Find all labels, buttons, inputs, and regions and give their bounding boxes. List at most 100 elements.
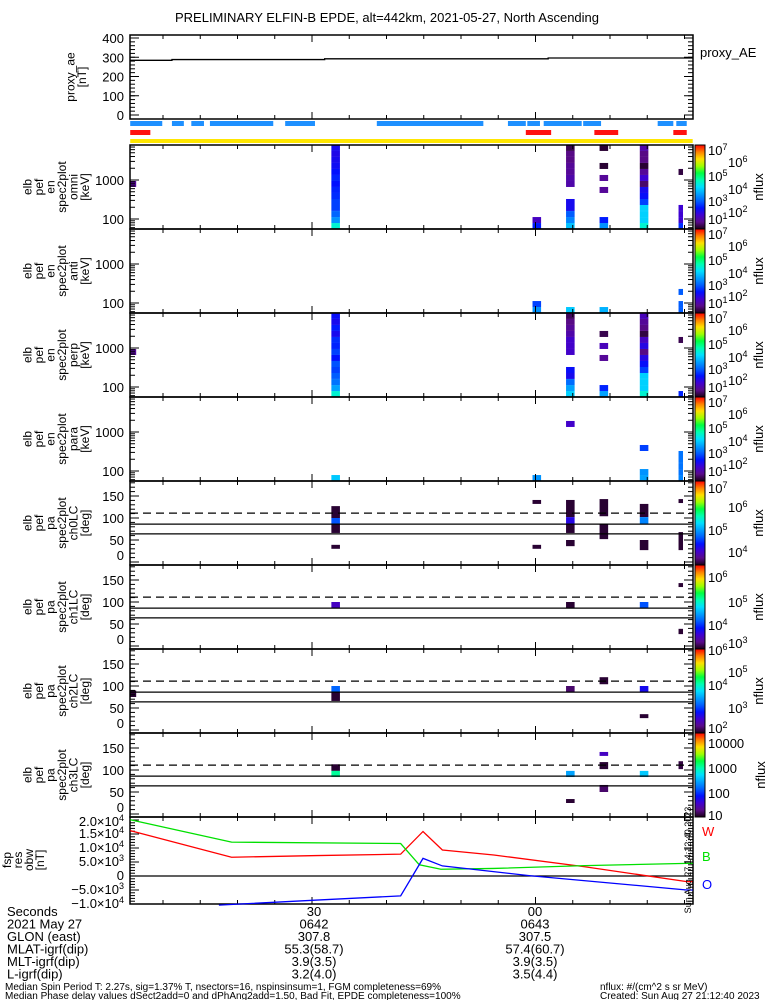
pitch-angle-cell bbox=[566, 602, 575, 609]
colorbar bbox=[694, 396, 706, 482]
pitch-angle-tick-label: 50 bbox=[110, 701, 124, 716]
spectrogram-cell bbox=[331, 174, 340, 181]
axis-label-line: pef bbox=[32, 430, 46, 447]
label-exponent: 4 bbox=[742, 181, 747, 191]
pitch-angle-cell bbox=[639, 770, 649, 778]
label-base: 10 bbox=[728, 595, 742, 610]
label-base: 10 bbox=[708, 678, 722, 693]
pitch-angle-tick-label: 150 bbox=[102, 741, 124, 756]
spectrogram-cell bbox=[566, 330, 575, 337]
spectrogram-cell bbox=[566, 162, 575, 169]
colorbar bbox=[694, 228, 706, 314]
spectrogram-cell bbox=[639, 156, 649, 163]
label-base: 10 bbox=[708, 380, 722, 395]
pitch-angle-panel bbox=[129, 480, 694, 566]
spectrogram-cell bbox=[566, 156, 575, 163]
status-bar-blue bbox=[209, 121, 274, 126]
label-exponent: 3 bbox=[722, 445, 727, 455]
spectrogram-cell bbox=[566, 313, 575, 319]
spectrogram-cell bbox=[639, 475, 649, 481]
spectrogram-cell bbox=[331, 156, 340, 163]
status-bar-red bbox=[525, 130, 552, 135]
axis-label-line: [deg] bbox=[78, 594, 92, 621]
axis-label-line: anti bbox=[67, 261, 81, 280]
axis-row-value: 3.2(4.0) bbox=[292, 967, 337, 982]
label-exponent: 3 bbox=[742, 635, 747, 645]
label-exponent: 6 bbox=[742, 322, 747, 332]
colorbar-tick-label: 104 bbox=[728, 349, 747, 365]
spectrogram-cell bbox=[599, 391, 609, 397]
colorbar-tick-label: 103 bbox=[728, 700, 747, 716]
axis-row-value: 57.4(60.7) bbox=[505, 942, 564, 957]
colorbar-tick-label: 100 bbox=[708, 786, 730, 801]
pitch-angle-cell bbox=[639, 602, 649, 609]
pitch-angle-tick-label: 150 bbox=[102, 657, 124, 672]
label-base: 10 bbox=[728, 155, 742, 170]
spectrogram-cell bbox=[639, 204, 649, 211]
pitch-angle-cell bbox=[639, 540, 649, 551]
colorbar-tick-label: 107 bbox=[708, 480, 727, 496]
legend-o: O bbox=[702, 877, 712, 892]
spectrogram-cell bbox=[566, 420, 575, 427]
colorbar-tick-label: 102 bbox=[728, 288, 747, 304]
spectrogram-cell bbox=[599, 217, 609, 224]
colorbar-label: nflux bbox=[751, 677, 766, 705]
spectrogram-cell bbox=[566, 318, 575, 325]
label-base: 10 bbox=[708, 194, 722, 209]
axis-label-line: perp bbox=[67, 343, 81, 367]
y-tick-label: 200 bbox=[102, 70, 124, 85]
status-bar-blue bbox=[171, 121, 184, 126]
pitch-angle-cell bbox=[331, 602, 340, 609]
colorbar-tick-label: 104 bbox=[728, 181, 747, 197]
axis-label-line: para bbox=[67, 427, 81, 451]
colorbar-label: nflux bbox=[751, 173, 766, 201]
colorbar-tick-label: 102 bbox=[728, 204, 747, 220]
spectrogram-cell bbox=[566, 198, 575, 205]
pitch-angle-cell bbox=[566, 499, 575, 518]
colorbar-tick-label: 102 bbox=[708, 720, 727, 736]
spectrogram-cell bbox=[532, 301, 542, 308]
spectrogram-cell bbox=[599, 174, 609, 181]
field-line-o bbox=[218, 857, 693, 906]
footer-created: Created: Sun Aug 27 21:12:40 2023 bbox=[600, 991, 760, 1000]
axis-label-line: ch3LC bbox=[67, 757, 81, 792]
axis-label-line: proxy_ae bbox=[64, 52, 78, 102]
spectrogram-cell bbox=[331, 385, 340, 392]
axis-row-value: 3.9(3.5) bbox=[513, 954, 558, 969]
spectrogram-cell bbox=[566, 379, 575, 386]
colorbar-tick-label: 102 bbox=[728, 456, 747, 472]
axis-label-line: en bbox=[44, 348, 58, 361]
colorbar-tick-label: 105 bbox=[708, 252, 727, 268]
axis-label-line: [keV] bbox=[78, 341, 92, 368]
spectrogram-cell bbox=[678, 336, 684, 343]
label-base: 10 bbox=[728, 665, 742, 680]
spectrogram-cell bbox=[639, 360, 649, 367]
spectrogram-cell bbox=[331, 354, 340, 361]
axis-label-line: obw bbox=[22, 849, 36, 871]
spectrogram-cell bbox=[331, 186, 340, 193]
label-exponent: 4 bbox=[119, 825, 124, 835]
label-exponent: 5 bbox=[722, 336, 727, 346]
axis-label-line: elb bbox=[21, 431, 35, 447]
spectrogram-cell bbox=[331, 204, 340, 211]
spectrogram-cell bbox=[532, 217, 542, 224]
pitch-angle-tick-label: 100 bbox=[102, 679, 124, 694]
label-exponent: 3 bbox=[722, 361, 727, 371]
pitch-angle-panel bbox=[129, 564, 694, 650]
label-exponent: 4 bbox=[119, 839, 124, 849]
axis-label-line: [keV] bbox=[78, 425, 92, 452]
axis-label-line: pa bbox=[44, 768, 58, 782]
energy-tick-label: 1000 bbox=[95, 173, 124, 188]
label-exponent: 7 bbox=[722, 310, 727, 320]
status-bar-red bbox=[130, 130, 151, 135]
label-base: −1.0×10 bbox=[71, 896, 119, 911]
pitch-angle-cell bbox=[566, 540, 575, 547]
axis-label-line: pa bbox=[44, 684, 58, 698]
spectrogram-cell bbox=[678, 450, 684, 457]
colorbar bbox=[694, 312, 706, 398]
spectrogram-cell bbox=[678, 307, 684, 313]
axis-row-value: 00 bbox=[528, 904, 542, 919]
spectrogram-cell bbox=[331, 192, 340, 199]
